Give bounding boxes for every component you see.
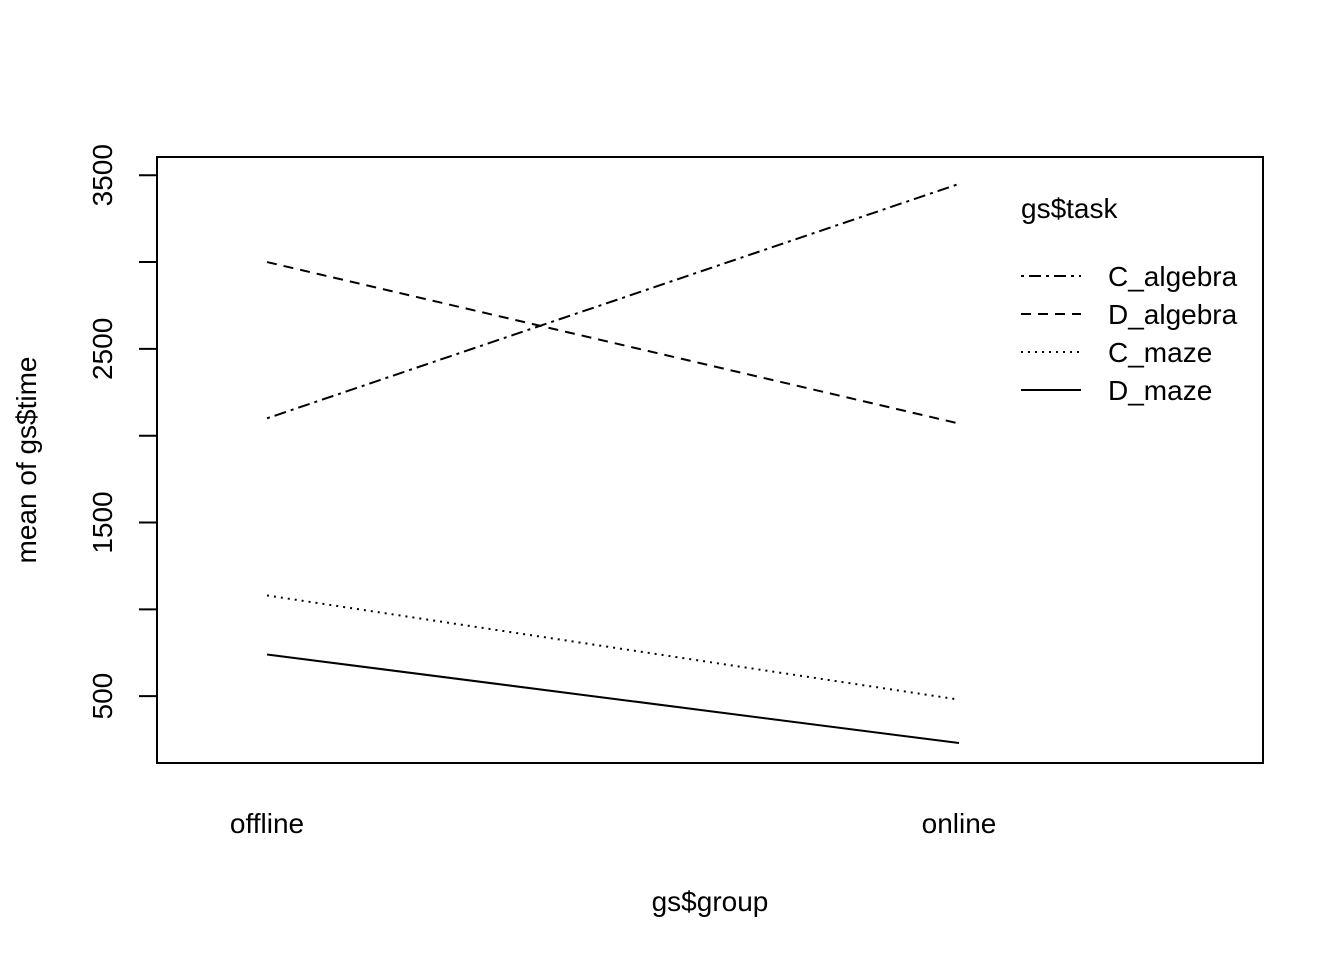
plot-frame <box>156 156 1264 764</box>
legend: gs$task C_algebra D_algebra C_maze D_maze <box>1021 193 1238 406</box>
series-lines <box>266 182 960 745</box>
legend-entry-label: D_algebra <box>1108 299 1238 330</box>
legend-entry-label: D_maze <box>1108 375 1212 406</box>
legend-entry-label: C_maze <box>1108 337 1212 368</box>
x-axis-tick-labels: offline online <box>230 808 996 839</box>
series-line-c-algebra <box>266 182 960 420</box>
x-tick-label: online <box>922 808 997 839</box>
x-tick-label: offline <box>230 808 304 839</box>
y-tick-label: 500 <box>87 673 118 720</box>
legend-entry-label: C_algebra <box>1108 261 1238 292</box>
y-axis-label: mean of gs$time <box>11 357 42 564</box>
legend-title: gs$task <box>1021 193 1118 224</box>
y-tick-label: 1500 <box>87 491 118 553</box>
series-line-d-algebra <box>266 261 960 425</box>
series-line-c-maze <box>266 594 960 701</box>
series-line-d-maze <box>266 653 960 745</box>
y-axis: 500 1500 2500 3500 <box>87 144 157 720</box>
y-tick-label: 2500 <box>87 318 118 380</box>
y-tick-label: 3500 <box>87 144 118 206</box>
x-axis-label: gs$group <box>652 886 769 917</box>
